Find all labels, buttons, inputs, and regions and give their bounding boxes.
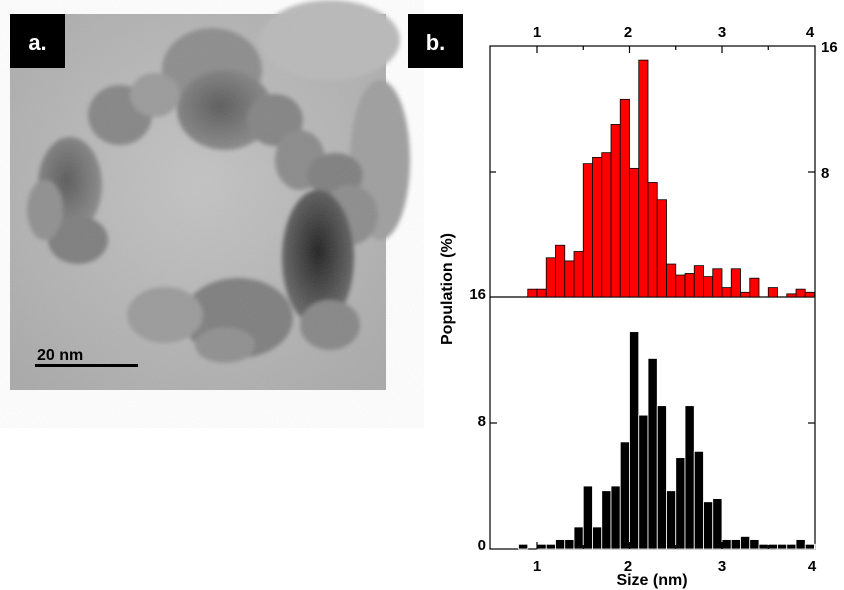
histogram-bar <box>712 268 723 298</box>
top-right-y-tick-label: 16 <box>821 39 838 56</box>
histogram-bar <box>693 265 704 298</box>
histogram-bar <box>619 441 630 550</box>
left-y-tick-label: 0 <box>478 537 486 554</box>
histogram-bar <box>703 501 714 550</box>
top-histogram-bars <box>527 59 815 298</box>
histogram-bar <box>545 257 556 298</box>
histogram-bar <box>804 291 815 298</box>
histogram-bar <box>786 543 797 550</box>
bottom-x-tick-label: 4 <box>808 558 817 575</box>
panel-b-label: b. <box>408 14 463 68</box>
histogram-bar <box>638 414 649 550</box>
axis-ticks <box>490 46 815 549</box>
histogram-bar <box>555 539 566 550</box>
histogram-bar <box>610 124 621 298</box>
histogram-bar <box>564 539 575 550</box>
histogram-bar <box>592 526 603 550</box>
histogram-bar <box>703 276 714 298</box>
histogram-bar <box>767 543 778 550</box>
histogram-bar <box>536 288 547 298</box>
histogram-bar <box>582 163 593 298</box>
histogram-bar <box>536 543 547 550</box>
histogram-bar <box>777 543 788 550</box>
top-x-tick-label: 2 <box>624 24 632 41</box>
top-x-tick-label: 3 <box>718 24 726 41</box>
histogram-bar <box>795 288 806 298</box>
histogram-bar <box>656 405 667 550</box>
scale-bar-label: 20 nm <box>37 347 83 364</box>
histogram-bar <box>730 268 741 298</box>
histogram-bar <box>758 543 769 550</box>
histogram-bar <box>629 167 640 298</box>
histogram-bar <box>749 277 760 298</box>
bottom-x-tick-label: 3 <box>718 558 726 575</box>
bottom-histogram-bars <box>518 331 816 550</box>
panel-a-label-text: a. <box>28 30 46 55</box>
scale-bar-line <box>35 364 138 367</box>
histogram-bar <box>684 273 695 298</box>
histogram-bar <box>656 199 667 298</box>
histogram-chart: 1 2 3 4 1 2 3 4 16 8 16 8 0 Size (nm) Po… <box>439 24 838 589</box>
histogram-bar <box>518 543 529 550</box>
histogram-bar <box>592 156 603 298</box>
histogram-bar <box>647 182 658 298</box>
bottom-x-tick-label: 1 <box>533 558 541 575</box>
histogram-bar <box>573 251 584 298</box>
histogram-bar <box>610 485 621 550</box>
histogram-bar <box>666 263 677 298</box>
histogram-bar <box>740 291 751 298</box>
histogram-bar <box>675 274 686 298</box>
histogram-bar <box>693 450 704 550</box>
top-right-y-tick-label: 8 <box>821 165 829 182</box>
histogram-bar <box>749 539 760 550</box>
histogram-bar <box>527 288 538 298</box>
y-axis-title: Population (%) <box>439 233 456 345</box>
tem-micrograph <box>10 0 410 390</box>
histogram-bar <box>814 543 816 550</box>
top-x-tick-label: 1 <box>533 24 541 41</box>
histogram-bar <box>795 539 806 550</box>
histogram-bar <box>629 331 640 550</box>
histogram-bar <box>684 405 695 550</box>
x-axis-title: Size (nm) <box>616 572 687 589</box>
histogram-bar <box>767 287 778 298</box>
histogram-bar <box>582 485 593 550</box>
panel-a-label: a. <box>10 14 65 68</box>
scale-bar: 20 nm <box>35 347 138 367</box>
histogram-bar <box>721 539 732 550</box>
histogram-bar <box>666 490 677 550</box>
top-x-tick-label: 4 <box>806 24 815 41</box>
histogram-bar <box>601 152 612 298</box>
histogram-bar <box>555 244 566 298</box>
histogram-bar <box>730 539 741 550</box>
left-y-tick-label: 16 <box>469 286 486 303</box>
histogram-bar <box>721 287 732 298</box>
histogram-bar <box>564 260 575 298</box>
histogram-bar <box>712 498 723 550</box>
histogram-bar <box>638 59 649 298</box>
bottom-x-tick-label: 2 <box>624 558 632 575</box>
histogram-bar <box>545 543 556 550</box>
histogram-bar <box>740 536 751 550</box>
histogram-bar <box>619 98 630 298</box>
histogram-bar <box>601 490 612 550</box>
histogram-bar <box>573 526 584 550</box>
histogram-bar <box>804 543 815 550</box>
left-y-tick-label: 8 <box>478 413 486 430</box>
histogram-bar <box>675 457 686 550</box>
histogram-bar <box>786 293 797 298</box>
panel-b-label-text: b. <box>426 30 446 55</box>
histogram-bar <box>647 358 658 550</box>
